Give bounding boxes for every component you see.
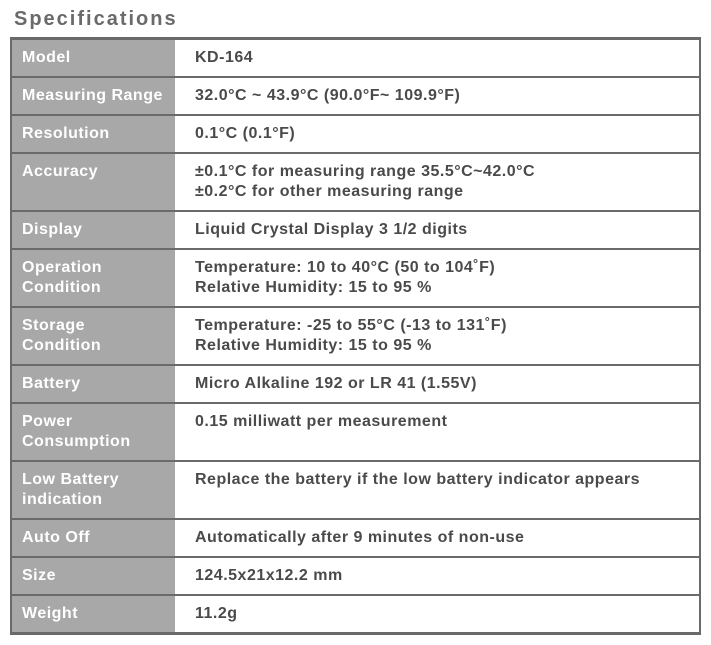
spec-value: Automatically after 9 minutes of non-use: [175, 519, 700, 557]
spec-label: Power Consumption: [11, 403, 175, 461]
spec-label: Model: [11, 39, 175, 78]
spec-value: 11.2g: [175, 595, 700, 634]
spec-value: Temperature: 10 to 40°C (50 to 104˚F) Re…: [175, 249, 700, 307]
spec-label: Measuring Range: [11, 77, 175, 115]
spec-value: 0.1°C (0.1°F): [175, 115, 700, 153]
spec-label: Battery: [11, 365, 175, 403]
table-row: Power Consumption 0.15 milliwatt per mea…: [11, 403, 700, 461]
table-row: Battery Micro Alkaline 192 or LR 41 (1.5…: [11, 365, 700, 403]
spec-value: KD-164: [175, 39, 700, 78]
table-row: Low Battery indication Replace the batte…: [11, 461, 700, 519]
spec-value: 0.15 milliwatt per measurement: [175, 403, 700, 461]
page-title: Specifications: [14, 8, 701, 31]
spec-value: ±0.1°C for measuring range 35.5°C~42.0°C…: [175, 153, 700, 211]
table-row: Accuracy ±0.1°C for measuring range 35.5…: [11, 153, 700, 211]
spec-sheet: Specifications Model KD-164 Measuring Ra…: [0, 0, 711, 645]
spec-label: Size: [11, 557, 175, 595]
spec-value: Temperature: -25 to 55°C (-13 to 131˚F) …: [175, 307, 700, 365]
table-row: Size 124.5x21x12.2 mm: [11, 557, 700, 595]
spec-value: Micro Alkaline 192 or LR 41 (1.55V): [175, 365, 700, 403]
spec-label: Display: [11, 211, 175, 249]
table-row: Auto Off Automatically after 9 minutes o…: [11, 519, 700, 557]
spec-table: Model KD-164 Measuring Range 32.0°C ~ 43…: [10, 37, 701, 635]
spec-label: Operation Condition: [11, 249, 175, 307]
spec-label: Weight: [11, 595, 175, 634]
spec-label: Auto Off: [11, 519, 175, 557]
spec-value: Replace the battery if the low battery i…: [175, 461, 700, 519]
table-row: Operation Condition Temperature: 10 to 4…: [11, 249, 700, 307]
table-row: Resolution 0.1°C (0.1°F): [11, 115, 700, 153]
table-row: Weight 11.2g: [11, 595, 700, 634]
spec-value: Liquid Crystal Display 3 1/2 digits: [175, 211, 700, 249]
spec-label: Storage Condition: [11, 307, 175, 365]
table-row: Measuring Range 32.0°C ~ 43.9°C (90.0°F~…: [11, 77, 700, 115]
table-row: Storage Condition Temperature: -25 to 55…: [11, 307, 700, 365]
spec-label: Low Battery indication: [11, 461, 175, 519]
spec-label: Accuracy: [11, 153, 175, 211]
spec-label: Resolution: [11, 115, 175, 153]
spec-value: 32.0°C ~ 43.9°C (90.0°F~ 109.9°F): [175, 77, 700, 115]
spec-value: 124.5x21x12.2 mm: [175, 557, 700, 595]
table-row: Model KD-164: [11, 39, 700, 78]
table-row: Display Liquid Crystal Display 3 1/2 dig…: [11, 211, 700, 249]
